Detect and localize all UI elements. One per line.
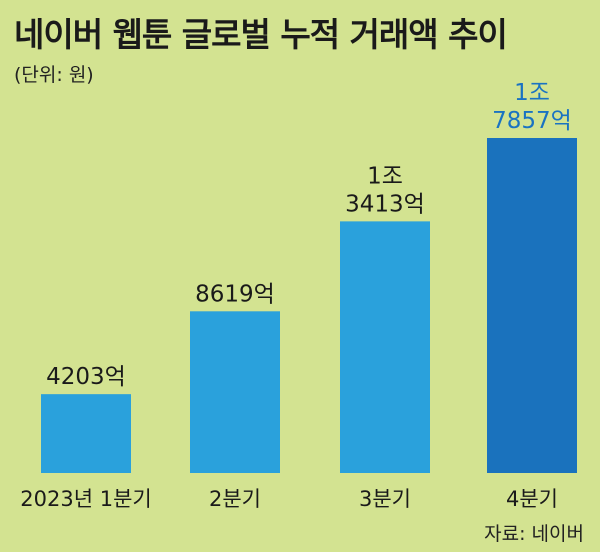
category-label-2: 2분기 [209,487,261,511]
category-label-4: 4분기 [506,487,558,511]
bar-2 [190,311,280,473]
category-label-3: 3분기 [359,487,411,511]
data-label-4-1: 1조 [514,80,550,106]
data-label-1-1: 4203억 [46,364,126,390]
category-label-1: 2023년 1분기 [20,487,151,511]
source-label: 자료: 네이버 [484,523,584,545]
chart-title: 네이버 웹툰 글로벌 누적 거래액 추이 [14,15,508,54]
bar-1 [41,394,131,473]
unit-label: (단위: 원) [14,64,94,86]
data-label-2-1: 8619억 [195,281,275,307]
data-label-4-2: 7857억 [492,108,572,134]
bar-3 [340,221,430,473]
data-label-3-1: 1조 [367,163,403,189]
bar-4 [487,138,577,473]
data-label-3-2: 3413억 [345,191,425,217]
